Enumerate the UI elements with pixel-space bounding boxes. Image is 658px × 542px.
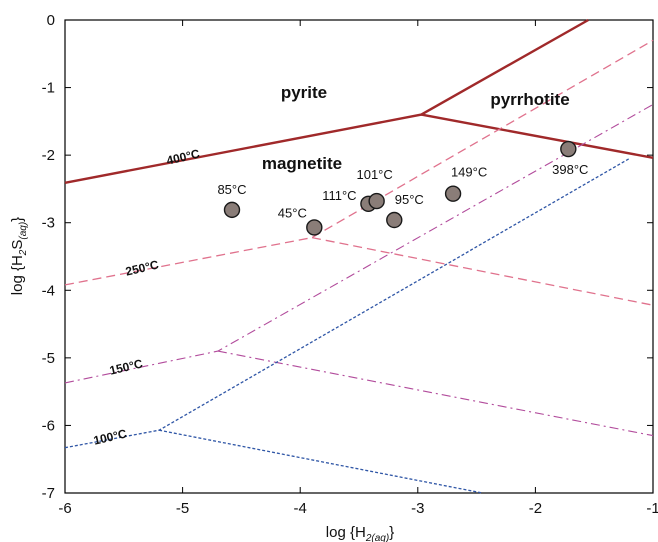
temp-label-100: 100°C (92, 426, 128, 447)
x-tick-label: -1 (646, 500, 658, 517)
field-label-magnetite: magnetite (262, 154, 342, 173)
y-tick-label: -1 (42, 80, 55, 97)
data-point (560, 140, 577, 158)
data-point (444, 185, 462, 202)
y-tick-label: 0 (47, 12, 55, 29)
series-line-2-1 (217, 350, 654, 437)
y-axis-title: log {H2S(aq)} (9, 217, 29, 295)
chart-text: pyrite pyrrhotite magnetite 400°C 250°C … (9, 12, 658, 542)
x-tick-label: -5 (176, 500, 189, 517)
boundary-lines (64, 18, 654, 494)
field-label-pyrrhotite: pyrrhotite (490, 90, 569, 109)
data-point (368, 192, 385, 210)
point-label: 45°C (278, 205, 307, 220)
temp-label-250: 250°C (124, 257, 160, 278)
y-tick-label: -6 (42, 417, 55, 434)
x-tick-label: -4 (294, 500, 307, 517)
y-tick-label: -3 (42, 215, 55, 232)
point-label: 111°C (322, 188, 356, 203)
temp-label-400: 400°C (165, 146, 201, 167)
y-tick-label: -5 (42, 350, 55, 367)
field-label-pyrite: pyrite (281, 83, 327, 102)
x-tick-label: -2 (529, 500, 542, 517)
data-point (223, 201, 241, 219)
series-line-3-1 (158, 429, 483, 494)
point-label: 149°C (451, 165, 487, 180)
temp-label-150: 150°C (108, 356, 144, 377)
plot-area (64, 19, 654, 494)
x-tick-label: -6 (58, 500, 71, 517)
x-axis-title: log {H2(aq)} (326, 524, 394, 542)
plot-frame (64, 19, 654, 494)
series-line-1-1 (311, 236, 654, 306)
series-line-0-1 (421, 113, 654, 159)
point-label: 95°C (395, 192, 424, 207)
point-label: 85°C (217, 182, 246, 197)
data-point (306, 219, 323, 236)
point-label: 398°C (552, 162, 588, 177)
y-tick-label: -7 (42, 485, 55, 502)
data-points (223, 140, 577, 236)
x-tick-label: -3 (411, 500, 424, 517)
data-point (386, 211, 403, 229)
point-label: 101°C (356, 167, 392, 182)
y-tick-label: -4 (42, 282, 55, 299)
y-tick-label: -2 (42, 147, 55, 164)
